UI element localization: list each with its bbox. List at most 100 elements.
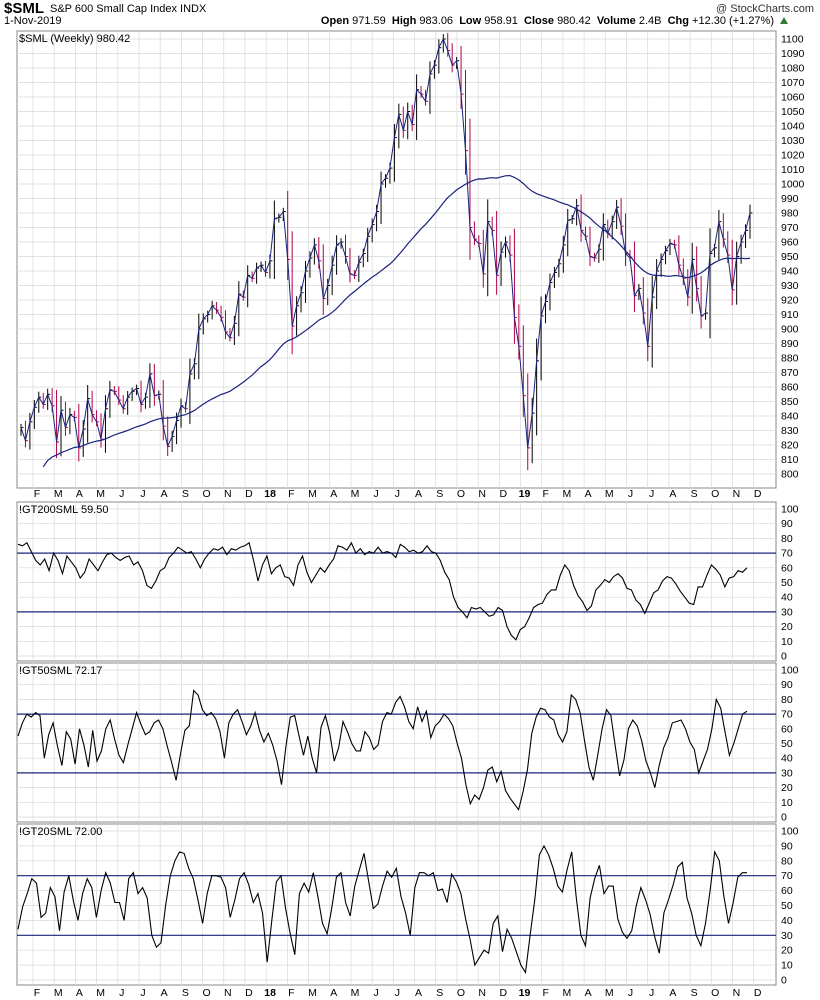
- x-tick-label: J: [649, 987, 654, 999]
- x-tick-label: A: [161, 488, 168, 500]
- y-tick-label: 0: [781, 651, 787, 663]
- ohlc-readout: Open 971.59 High 983.06 Low 958.91 Close…: [321, 15, 774, 27]
- x-tick-label: D: [754, 488, 762, 500]
- y-tick-label: 80: [781, 533, 793, 545]
- y-tick-label: 1100: [781, 34, 804, 46]
- x-tick-label: F: [542, 987, 548, 999]
- x-tick-label: F: [34, 987, 40, 999]
- change-label: Chg: [667, 15, 689, 27]
- chart-date: 1-Nov-2019: [4, 15, 62, 27]
- x-tick-label: J: [395, 987, 400, 999]
- x-tick-label: A: [330, 987, 337, 999]
- y-tick-label: 50: [781, 577, 793, 589]
- y-tick-label: 30: [781, 767, 793, 779]
- stockcharts-credit: @ StockCharts.com: [716, 3, 814, 15]
- indicator-line: [17, 541, 748, 641]
- y-tick-label: 60: [781, 562, 793, 574]
- panel-frame: [16, 823, 777, 986]
- x-tick-label: M: [605, 987, 614, 999]
- chart-index-name: S&P 600 Small Cap Index INDX: [50, 3, 206, 15]
- x-tick-label: O: [711, 987, 719, 999]
- x-tick-label: S: [182, 987, 189, 999]
- x-tick-label: 19: [519, 488, 531, 500]
- y-tick-label: 10: [781, 797, 793, 809]
- y-tick-label: 990: [781, 193, 799, 205]
- y-tick-label: 810: [781, 454, 799, 466]
- y-tick-label: 60: [781, 885, 793, 897]
- x-tick-label: N: [478, 488, 486, 500]
- x-tick-label: D: [245, 488, 253, 500]
- x-tick-label: N: [224, 987, 232, 999]
- y-tick-label: 890: [781, 338, 799, 350]
- panel-legend: !GT50SML 72.17: [19, 665, 102, 677]
- y-tick-label: 1030: [781, 135, 805, 147]
- y-tick-label: 0: [781, 975, 787, 987]
- y-tick-label: 910: [781, 309, 799, 321]
- x-tick-label: N: [478, 987, 486, 999]
- y-tick-label: 1020: [781, 150, 805, 162]
- x-tick-label: F: [542, 488, 548, 500]
- x-tick-label: J: [374, 987, 379, 999]
- x-tick-label: 19: [519, 987, 531, 999]
- y-tick-label: 920: [781, 295, 799, 307]
- y-tick-label: 970: [781, 222, 799, 234]
- x-tick-label: M: [563, 987, 572, 999]
- y-tick-label: 40: [781, 753, 793, 765]
- y-tick-label: 40: [781, 915, 793, 927]
- x-tick-label: A: [585, 987, 592, 999]
- y-tick-label: 70: [781, 709, 793, 721]
- y-tick-label: 840: [781, 411, 799, 423]
- y-tick-label: 0: [781, 812, 787, 824]
- x-tick-label: M: [54, 488, 63, 500]
- x-tick-label: O: [457, 987, 465, 999]
- x-tick-label: A: [76, 488, 83, 500]
- x-tick-label: M: [351, 488, 360, 500]
- y-tick-label: 30: [781, 606, 793, 618]
- high-label: High: [391, 15, 417, 27]
- x-tick-label: D: [500, 488, 508, 500]
- y-tick-label: 20: [781, 621, 793, 633]
- x-tick-label: N: [224, 488, 232, 500]
- y-tick-label: 940: [781, 266, 799, 278]
- x-tick-label: D: [500, 987, 508, 999]
- x-tick-label: J: [649, 488, 654, 500]
- x-tick-label: O: [711, 488, 719, 500]
- y-tick-label: 1070: [781, 77, 805, 89]
- y-tick-label: 90: [781, 840, 793, 852]
- x-tick-label: S: [182, 488, 189, 500]
- y-tick-label: 950: [781, 251, 799, 263]
- x-tick-label: J: [119, 987, 124, 999]
- x-tick-label: J: [374, 488, 379, 500]
- index-name: S&P 600 Small Cap Index: [50, 3, 177, 15]
- y-tick-label: 870: [781, 367, 799, 379]
- x-tick-label: N: [733, 987, 741, 999]
- y-tick-label: 70: [781, 548, 793, 560]
- y-tick-label: 880: [781, 353, 799, 365]
- x-tick-label: S: [691, 987, 698, 999]
- y-tick-label: 860: [781, 382, 799, 394]
- x-tick-label: S: [691, 488, 698, 500]
- low-label: Low: [459, 15, 482, 27]
- panel-frame: [16, 662, 777, 823]
- y-tick-label: 1080: [781, 63, 805, 75]
- up-arrow-icon: [780, 17, 788, 24]
- open-label: Open: [320, 15, 350, 27]
- exchange-label: INDX: [180, 3, 207, 15]
- y-tick-label: 80: [781, 855, 793, 867]
- x-tick-label: S: [436, 987, 443, 999]
- y-tick-label: 60: [781, 723, 793, 735]
- close-label: Close: [524, 15, 554, 27]
- x-tick-label: M: [351, 987, 360, 999]
- x-tick-label: M: [563, 488, 572, 500]
- x-tick-label: J: [395, 488, 400, 500]
- y-tick-label: 50: [781, 900, 793, 912]
- y-tick-label: 900: [781, 324, 799, 336]
- x-tick-label: J: [119, 488, 124, 500]
- x-tick-label: A: [415, 987, 422, 999]
- x-tick-label: A: [415, 488, 422, 500]
- x-tick-label: M: [96, 488, 105, 500]
- y-tick-label: 1090: [781, 48, 805, 60]
- y-tick-label: 30: [781, 930, 793, 942]
- y-tick-label: 100: [781, 826, 799, 838]
- change-value: +12.30 (+1.27%): [692, 15, 774, 27]
